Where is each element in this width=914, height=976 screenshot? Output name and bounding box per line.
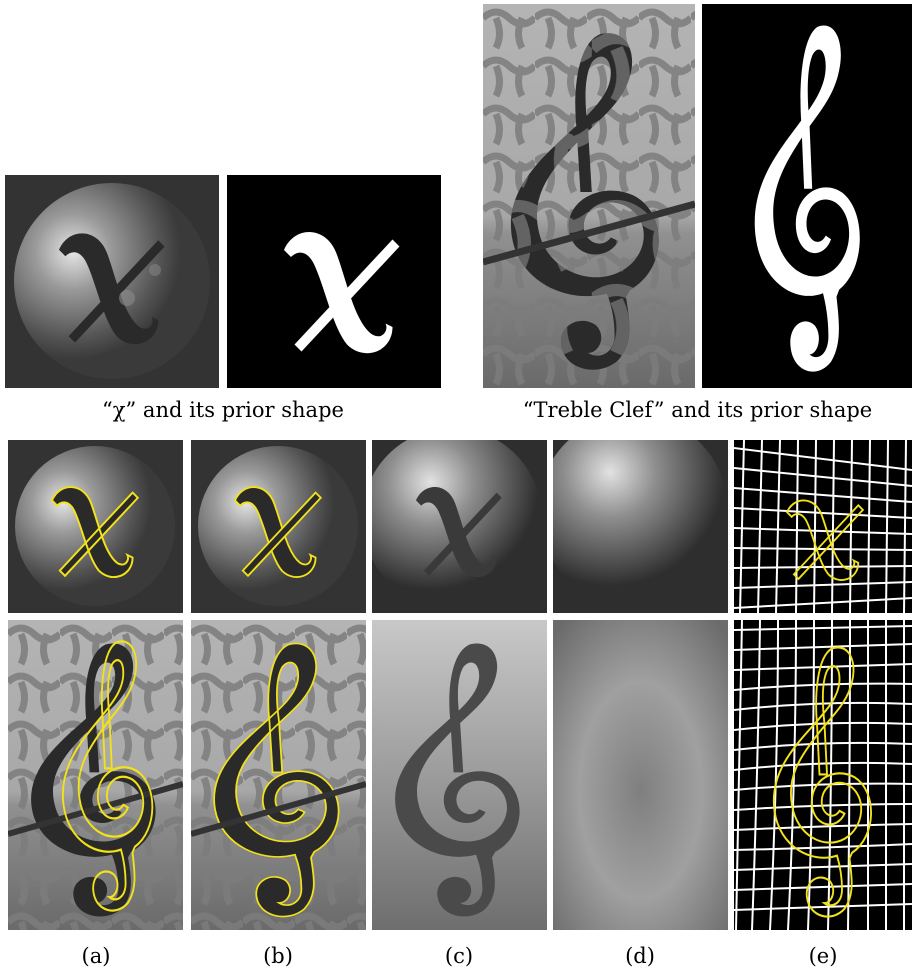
clef-result-b xyxy=(191,620,366,930)
subfigure-label-a: (a) xyxy=(81,944,111,968)
clef-result-e xyxy=(734,620,912,930)
chi-caption: “χ” and its prior shape xyxy=(102,398,344,422)
clef-result-a xyxy=(8,620,183,930)
chi-observed-image xyxy=(5,175,219,388)
subfigure-label-e: (e) xyxy=(808,944,838,968)
clef-observed-image xyxy=(483,4,695,388)
subfigure-label-b: (b) xyxy=(263,944,293,968)
subfigure-label-c: (c) xyxy=(444,944,474,968)
chi-result-b xyxy=(191,440,366,613)
chi-result-d xyxy=(553,440,728,613)
chi-result-c xyxy=(372,440,547,613)
chi-prior-shape xyxy=(227,175,441,388)
chi-result-e xyxy=(734,440,912,613)
clef-result-d xyxy=(553,620,728,930)
chi-result-a xyxy=(8,440,183,613)
clef-caption: “Treble Clef” and its prior shape xyxy=(522,398,873,422)
clef-prior-shape xyxy=(702,4,912,388)
clef-result-c xyxy=(372,620,547,930)
subfigure-label-d: (d) xyxy=(625,944,655,968)
